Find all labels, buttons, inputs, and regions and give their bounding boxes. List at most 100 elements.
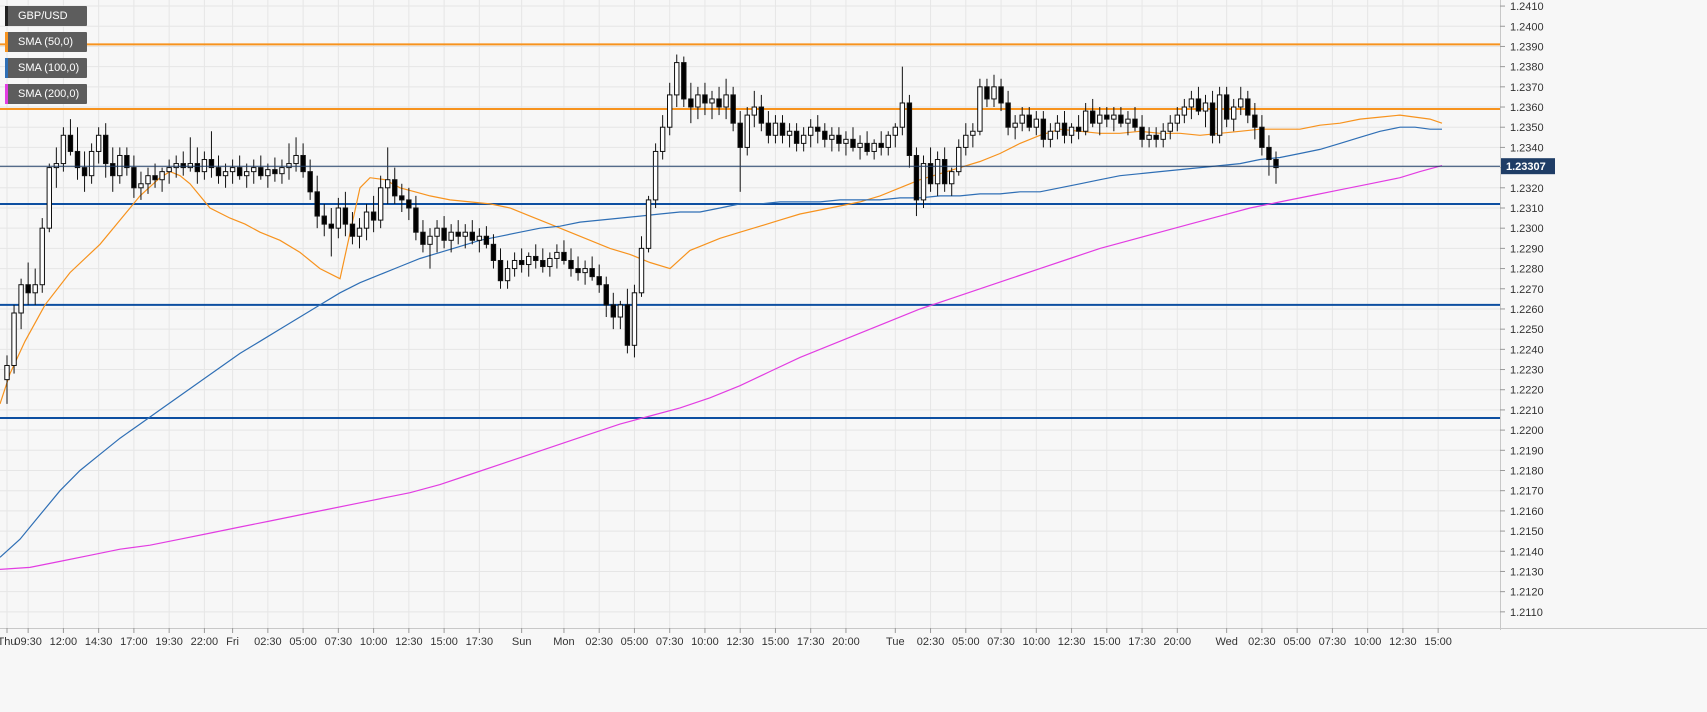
candle-body <box>187 163 194 169</box>
candle-down <box>927 147 934 192</box>
candle-body <box>786 130 793 136</box>
x-tick-label: 19:30 <box>155 636 183 648</box>
candle-body <box>723 94 729 108</box>
candle-up <box>159 167 165 192</box>
candle-up <box>222 163 229 188</box>
legend-item-sma200[interactable]: SMA (200,0) <box>5 84 88 104</box>
candle-down <box>1266 135 1272 176</box>
candle-down <box>1252 102 1258 140</box>
candle-up <box>1082 102 1089 136</box>
legend-item-gbpusd[interactable]: GBP/USD <box>5 6 88 26</box>
candle-down <box>1104 107 1110 128</box>
candle-body <box>977 86 983 132</box>
candle-down <box>941 147 948 192</box>
y-tick-label: 1.2380 <box>1510 62 1544 74</box>
candle-up <box>385 147 391 204</box>
candle-body <box>1266 146 1272 161</box>
y-tick-label: 1.2340 <box>1510 142 1544 154</box>
candle-up <box>857 135 863 160</box>
candle-body <box>1174 114 1180 124</box>
candle-body <box>131 167 137 189</box>
candle-down <box>836 127 842 152</box>
candle-up <box>88 143 95 184</box>
candle-body <box>892 126 898 136</box>
x-tick-label: 05:00 <box>952 636 980 648</box>
candle-body <box>222 171 229 177</box>
candle-body <box>730 94 736 124</box>
candle-down <box>984 78 990 108</box>
candle-up <box>786 123 793 148</box>
candle-body <box>737 122 743 148</box>
candle-body <box>970 130 976 136</box>
candle-body <box>251 167 257 173</box>
candle-body <box>1167 122 1173 132</box>
candle-up <box>335 197 342 239</box>
x-tick-label: 02:30 <box>254 636 282 648</box>
candle-down <box>406 187 412 221</box>
legend-label-sma100: SMA (100,0) <box>18 62 80 74</box>
x-tick-label: 09:30 <box>14 636 42 648</box>
candle-up <box>251 159 257 184</box>
candle-body <box>1238 98 1244 108</box>
candle-up <box>1188 90 1195 120</box>
candle-up <box>1019 107 1025 132</box>
candle-body <box>413 207 419 233</box>
candle-up <box>526 252 532 277</box>
candle-body <box>1209 102 1216 136</box>
candle-body <box>934 159 941 185</box>
candle-up <box>808 119 814 148</box>
candle-down <box>779 115 786 144</box>
candle-body <box>941 159 948 185</box>
x-tick-label: 15:00 <box>762 636 790 648</box>
candle-down <box>864 131 870 156</box>
legend-item-sma100[interactable]: SMA (100,0) <box>5 58 88 78</box>
candle-body <box>448 231 454 241</box>
candle-down <box>67 119 74 156</box>
candle-up <box>427 228 433 269</box>
y-tick-label: 1.2410 <box>1510 1 1544 13</box>
candle-body <box>53 163 60 169</box>
grid <box>0 0 1500 628</box>
candle-body <box>377 187 384 221</box>
candle-down <box>321 203 327 237</box>
candle-up <box>1054 115 1061 140</box>
candle-down <box>1026 107 1032 132</box>
candle-body <box>871 142 877 152</box>
candle-up <box>638 236 645 297</box>
candle-up <box>145 167 151 194</box>
candle-up <box>744 107 750 156</box>
x-tick-label: 12:30 <box>1389 636 1417 648</box>
candle-down <box>328 207 335 257</box>
candle-body <box>159 171 165 181</box>
x-tick-label: Wed <box>1215 636 1237 648</box>
candle-up <box>695 86 701 120</box>
candle-down <box>1245 90 1251 124</box>
candle-body <box>652 150 659 201</box>
x-tick-label: Fri <box>226 636 239 648</box>
candle-up <box>1068 123 1075 144</box>
candle-up <box>476 228 483 253</box>
candle-down <box>702 82 708 116</box>
candle-up <box>949 167 955 196</box>
legend-item-sma50[interactable]: SMA (50,0) <box>5 32 88 52</box>
candle-down <box>342 191 349 237</box>
candle-down <box>793 123 800 152</box>
candle-body <box>526 255 532 266</box>
candle-up <box>60 127 67 172</box>
x-tick-label: 17:00 <box>120 636 148 648</box>
candle-body <box>688 98 694 108</box>
current-price-tag-box <box>1501 158 1555 175</box>
candle-up <box>434 220 440 253</box>
candle-up <box>39 218 45 293</box>
y-tick-label: 1.2120 <box>1510 587 1544 599</box>
x-tick-label: 15:00 <box>1424 636 1452 648</box>
candle-body <box>103 134 109 165</box>
candle-up <box>166 159 172 184</box>
legend-label-sma200: SMA (200,0) <box>18 88 80 100</box>
candle-body <box>610 304 616 318</box>
y-tick-label: 1.2180 <box>1510 465 1544 477</box>
candle-up <box>772 115 779 144</box>
candle-body <box>716 98 722 108</box>
candle-body <box>857 142 863 148</box>
